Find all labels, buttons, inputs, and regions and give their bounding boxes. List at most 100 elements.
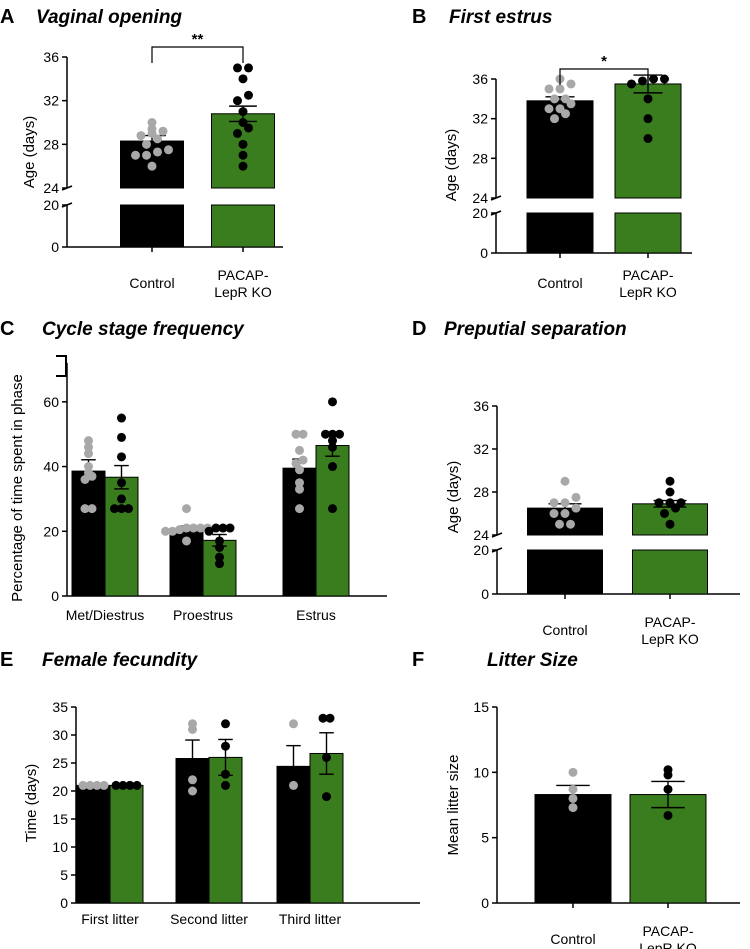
data-point [182,504,191,514]
data-point [153,134,162,144]
data-point [87,504,97,514]
data-point [568,767,578,777]
data-point [643,134,653,143]
significance-bracket [559,68,649,85]
bar [208,756,243,904]
data-point [221,780,230,790]
panel-label: D [412,318,426,340]
x-category-label-line: PACAP- [217,267,268,283]
panel-title: Female fecundity [42,650,199,671]
x-category-label-line: Control [542,622,587,638]
x-category-label: Proestrus [173,607,233,623]
data-point [142,150,151,160]
x-category-label: Met/Diestrus [66,607,145,623]
data-point [560,509,570,518]
bar [629,794,707,904]
data-point [643,94,653,104]
bar-ko [104,413,139,597]
data-point [233,128,242,138]
data-point [560,498,570,508]
y-tick-label: 28 [473,484,489,500]
y-axis-title: Age (days) [21,116,38,189]
data-point [295,484,304,494]
data-point [649,74,658,84]
y-tick-label: 32 [472,111,488,127]
bar [526,212,594,254]
x-category-label-line: PACAP- [622,267,673,283]
data-point [80,504,90,514]
data-point [663,810,673,820]
data-point [663,784,673,794]
data-point [654,498,664,508]
data-point [561,94,570,104]
x-category-label: Control [550,931,595,947]
x-category-label-line: LepR KO [639,940,697,949]
bar [315,445,350,597]
data-point [168,526,177,536]
data-point [84,436,93,446]
data-point [211,523,221,533]
data-point [238,74,248,84]
y-tick-label: 60 [43,394,59,410]
y-axis: 0 5 10 15 [473,699,498,911]
data-point [84,462,93,472]
data-point [638,76,647,86]
data-point [215,536,224,546]
y-tick-label: 20 [52,783,68,799]
data-point [215,559,224,569]
y-tick-label: 0 [51,239,59,255]
panel-label: F [412,649,424,671]
y-axis-title: Age (days) [445,461,462,534]
data-point [85,780,95,790]
data-point [555,84,565,94]
y-tick-label: 5 [60,867,68,883]
data-point [549,509,559,518]
y-tick-label: 28 [472,150,488,166]
bar-control [527,476,603,595]
y-tick-label: 36 [43,49,59,65]
y-axis: 0 20 40 60 [43,355,68,604]
axis-break-mark [56,355,67,377]
bar [120,204,184,248]
y-tick-label: 28 [43,136,59,152]
data-point [571,492,581,502]
data-point [238,118,248,127]
data-point [318,713,328,723]
data-point [660,509,669,518]
data-point [291,429,301,439]
panel-label: A [0,6,14,28]
y-tick-label: 36 [472,71,488,87]
data-point [111,780,121,790]
data-point [555,104,565,114]
data-point [124,504,133,514]
data-point [225,523,235,533]
data-point [555,519,564,529]
bar-ko [109,780,144,904]
y-tick-label: 10 [52,839,68,855]
y-tick-label: 32 [43,93,59,109]
data-point [328,504,337,514]
data-point [182,536,191,546]
data-point [175,525,184,535]
y-axis-title: Age (days) [443,129,460,202]
bar [527,549,603,595]
panel-label: E [0,649,13,671]
bar [109,784,144,904]
data-point [238,107,248,117]
data-point [84,442,93,452]
y-axis: 0 5 10 15 20 25 30 35 [52,699,77,911]
panel-f: F Litter Size 0 5 10 15 Mean litter size Contro… [412,649,740,949]
data-point [571,503,581,513]
data-point [568,784,578,794]
data-point [663,765,673,775]
y-tick-label: 30 [52,727,68,743]
y-tick-label: 24 [473,527,489,543]
data-point [244,123,253,133]
data-point [233,96,242,106]
bar-ko [614,74,682,254]
y-tick-label: 0 [51,588,59,604]
data-point [328,397,337,407]
data-point [136,131,146,141]
